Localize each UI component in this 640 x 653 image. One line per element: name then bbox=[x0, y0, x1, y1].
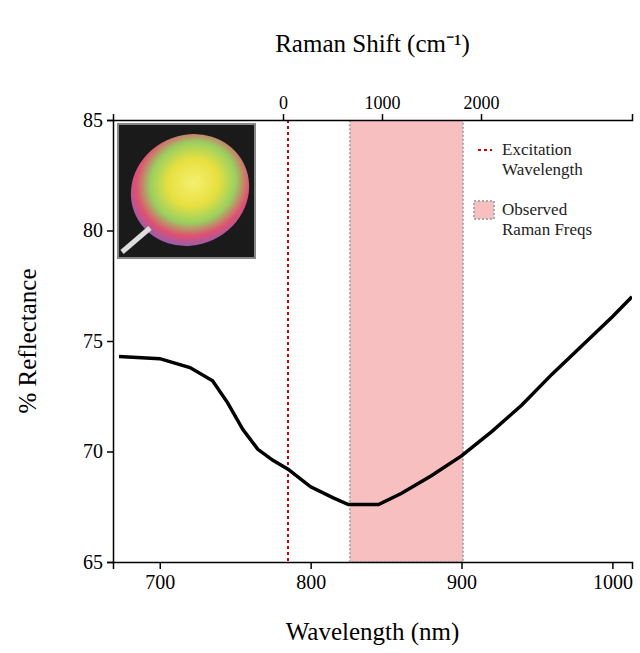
tick: 2000 bbox=[464, 93, 500, 120]
tick: 1000 bbox=[365, 93, 401, 120]
legend-swatch bbox=[474, 201, 494, 219]
tick: 1000 bbox=[593, 562, 633, 593]
tick-mark bbox=[160, 562, 162, 569]
y-axis: 65 70 75 80 85 bbox=[83, 109, 114, 573]
x-axis-title: Wavelength (nm) bbox=[286, 618, 460, 646]
inset-sample bbox=[112, 115, 267, 265]
tick: 700 bbox=[145, 562, 175, 593]
tick-mark bbox=[107, 341, 113, 343]
tick: 800 bbox=[296, 562, 326, 593]
tick: 0 bbox=[279, 93, 288, 120]
tick: 65 bbox=[83, 551, 113, 573]
tick-mark bbox=[310, 562, 312, 569]
chart: 700 800 900 1000 65 70 75 80 85 0 1000 2000 Waveleng… bbox=[0, 0, 640, 653]
legend-label: ExcitationWavelength bbox=[502, 140, 583, 179]
tick-mark bbox=[107, 120, 113, 122]
inset-probe bbox=[122, 228, 150, 252]
tick-label: 800 bbox=[296, 571, 326, 593]
legend-label: ObservedRaman Freqs bbox=[502, 200, 592, 239]
tick-mark bbox=[612, 562, 614, 569]
tick-label: 85 bbox=[83, 109, 103, 131]
top-axis-title: Raman Shift (cm⁻¹) bbox=[275, 30, 470, 58]
tick-mark bbox=[283, 114, 285, 120]
axis-line bbox=[114, 114, 633, 121]
axis-line bbox=[107, 121, 114, 563]
tick-label: 65 bbox=[83, 551, 103, 573]
tick-label: 1000 bbox=[593, 571, 633, 593]
raman-band bbox=[350, 120, 463, 562]
tick-label: 700 bbox=[145, 571, 175, 593]
axis-line bbox=[114, 563, 633, 570]
top-axis: 0 1000 2000 bbox=[114, 93, 633, 121]
tick-mark bbox=[107, 451, 113, 453]
tick-mark bbox=[107, 562, 113, 564]
legend-swatch bbox=[478, 149, 492, 151]
tick: 75 bbox=[83, 330, 113, 352]
tick: 80 bbox=[83, 219, 113, 241]
reflectance-line bbox=[119, 297, 632, 505]
tick-label: 900 bbox=[447, 571, 477, 593]
inset-photo bbox=[112, 115, 267, 265]
y-axis-title: % Reflectance bbox=[14, 268, 41, 413]
tick: 900 bbox=[447, 562, 477, 593]
tick-label: 80 bbox=[83, 219, 103, 241]
tick: 70 bbox=[83, 440, 113, 462]
tick-label: 75 bbox=[83, 330, 103, 352]
excitation-line bbox=[287, 120, 289, 562]
tick-label: 1000 bbox=[365, 93, 401, 113]
tick-label: 70 bbox=[83, 440, 103, 462]
tick-label: 0 bbox=[279, 93, 288, 113]
tick-label: 2000 bbox=[464, 93, 500, 113]
tick-mark bbox=[107, 230, 113, 232]
tick-mark bbox=[481, 114, 483, 120]
legend: ExcitationWavelength ObservedRaman Freqs bbox=[474, 140, 592, 239]
tick-mark bbox=[461, 562, 463, 569]
x-axis: 700 800 900 1000 bbox=[114, 562, 633, 593]
tick: 85 bbox=[83, 109, 113, 131]
tick-mark bbox=[382, 114, 384, 120]
